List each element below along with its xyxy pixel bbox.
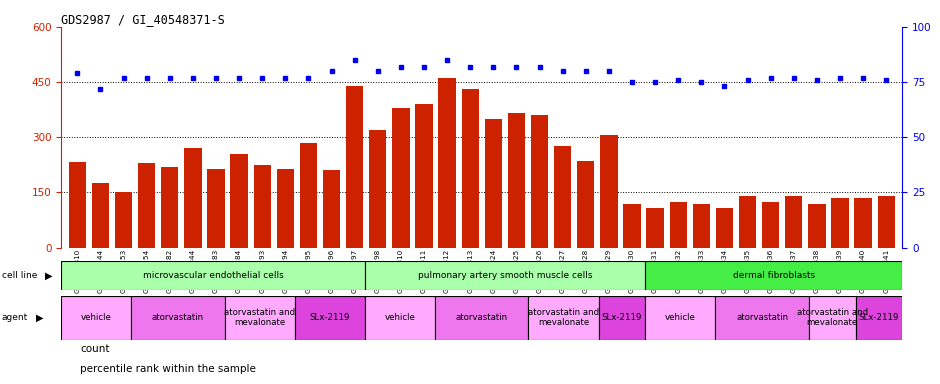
Text: cell line: cell line xyxy=(2,271,38,280)
Text: vehicle: vehicle xyxy=(665,313,696,322)
Text: count: count xyxy=(80,344,109,354)
Text: GDS2987 / GI_40548371-S: GDS2987 / GI_40548371-S xyxy=(61,13,225,26)
Bar xyxy=(508,113,525,248)
Bar xyxy=(69,162,86,248)
Text: pulmonary artery smooth muscle cells: pulmonary artery smooth muscle cells xyxy=(418,271,592,280)
Bar xyxy=(854,198,871,248)
Bar xyxy=(438,78,456,248)
Bar xyxy=(230,154,248,248)
Text: ▶: ▶ xyxy=(45,271,53,281)
Bar xyxy=(623,204,641,248)
Bar xyxy=(365,296,435,340)
Text: dermal fibroblasts: dermal fibroblasts xyxy=(733,271,815,280)
Bar xyxy=(415,104,432,248)
Bar xyxy=(346,86,363,248)
Bar xyxy=(809,296,855,340)
Bar xyxy=(739,196,756,248)
Text: agent: agent xyxy=(2,313,28,323)
Bar xyxy=(295,296,365,340)
Text: atorvastatin: atorvastatin xyxy=(736,313,789,322)
Text: atorvastatin: atorvastatin xyxy=(456,313,508,322)
Bar xyxy=(365,261,646,290)
Text: SLx-2119: SLx-2119 xyxy=(309,313,350,322)
Bar xyxy=(435,296,528,340)
Text: SLx-2119: SLx-2119 xyxy=(602,313,642,322)
Bar xyxy=(715,296,809,340)
Text: SLx-2119: SLx-2119 xyxy=(859,313,900,322)
Text: atorvastatin and
mevalonate: atorvastatin and mevalonate xyxy=(528,308,599,328)
Bar xyxy=(132,296,225,340)
Bar xyxy=(762,202,779,248)
Bar xyxy=(831,198,849,248)
Bar xyxy=(808,204,825,248)
Bar xyxy=(485,119,502,248)
Bar xyxy=(599,296,646,340)
Bar xyxy=(646,296,715,340)
Bar xyxy=(647,208,664,248)
Text: microvascular endothelial cells: microvascular endothelial cells xyxy=(143,271,283,280)
Bar xyxy=(184,148,201,248)
Text: vehicle: vehicle xyxy=(81,313,112,322)
Bar xyxy=(276,169,294,248)
Bar xyxy=(554,146,572,248)
Bar xyxy=(462,89,478,248)
Bar xyxy=(254,165,271,248)
Bar xyxy=(392,108,410,248)
Bar xyxy=(715,208,733,248)
Text: vehicle: vehicle xyxy=(384,313,415,322)
Text: percentile rank within the sample: percentile rank within the sample xyxy=(80,364,256,374)
Bar xyxy=(161,167,179,248)
Text: atorvastatin: atorvastatin xyxy=(152,313,204,322)
Bar xyxy=(669,202,687,248)
Bar xyxy=(785,196,803,248)
Bar xyxy=(855,296,902,340)
Bar xyxy=(300,143,317,248)
Text: ▶: ▶ xyxy=(36,313,43,323)
Bar xyxy=(61,296,132,340)
Text: atorvastatin and
mevalonate: atorvastatin and mevalonate xyxy=(797,308,868,328)
Bar xyxy=(225,296,295,340)
Bar xyxy=(92,183,109,248)
Bar xyxy=(878,196,895,248)
Bar xyxy=(138,163,155,248)
Bar xyxy=(528,296,599,340)
Bar xyxy=(577,161,594,248)
Bar xyxy=(208,169,225,248)
Bar xyxy=(322,170,340,248)
Bar xyxy=(115,192,133,248)
Bar xyxy=(646,261,902,290)
Bar xyxy=(601,136,618,248)
Bar xyxy=(531,115,548,248)
Bar xyxy=(369,130,386,248)
Bar xyxy=(61,261,365,290)
Text: atorvastatin and
mevalonate: atorvastatin and mevalonate xyxy=(224,308,295,328)
Bar xyxy=(693,204,710,248)
